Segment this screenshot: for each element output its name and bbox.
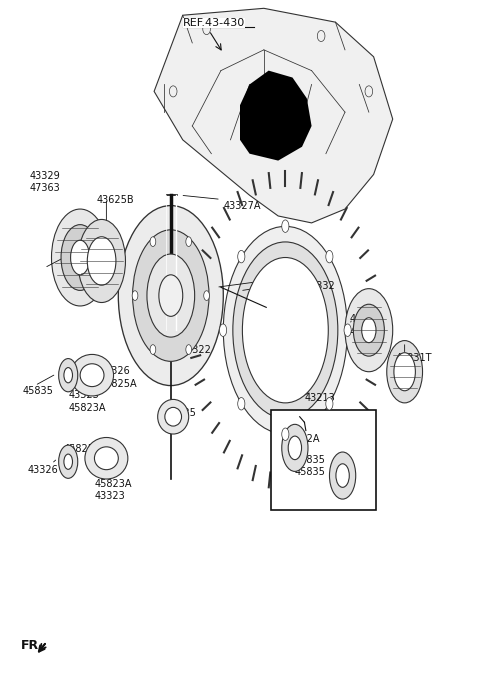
Ellipse shape: [95, 447, 118, 470]
Ellipse shape: [326, 398, 333, 410]
Text: 45823A
43323: 45823A 43323: [95, 479, 132, 501]
Text: 43326
45825A: 43326 45825A: [99, 366, 137, 389]
Ellipse shape: [87, 237, 116, 285]
Ellipse shape: [59, 445, 78, 478]
Ellipse shape: [157, 400, 189, 434]
Text: 45825A: 45825A: [63, 444, 101, 455]
Text: 45835: 45835: [23, 386, 54, 395]
Text: 43322: 43322: [180, 345, 211, 354]
Text: 45842A: 45842A: [283, 434, 321, 444]
Text: 43332: 43332: [304, 281, 335, 291]
Text: 45835: 45835: [166, 408, 197, 418]
Ellipse shape: [353, 304, 384, 356]
Ellipse shape: [64, 368, 72, 383]
Ellipse shape: [78, 220, 125, 302]
Polygon shape: [240, 71, 312, 161]
Ellipse shape: [71, 240, 90, 275]
Polygon shape: [154, 8, 393, 223]
Ellipse shape: [326, 250, 333, 263]
Ellipse shape: [238, 250, 245, 263]
Text: 45835
45835: 45835 45835: [295, 455, 326, 477]
Ellipse shape: [71, 354, 114, 396]
Ellipse shape: [282, 425, 308, 471]
Ellipse shape: [51, 209, 109, 306]
Text: 43326: 43326: [28, 465, 59, 475]
Ellipse shape: [186, 237, 192, 247]
Ellipse shape: [233, 242, 338, 418]
Ellipse shape: [344, 324, 351, 336]
Text: 43329
47363: 43329 47363: [350, 314, 381, 336]
Ellipse shape: [238, 398, 245, 410]
Text: FR.: FR.: [21, 639, 44, 652]
Text: 43328: 43328: [266, 281, 297, 291]
Ellipse shape: [336, 464, 349, 487]
Text: 43331T: 43331T: [395, 353, 432, 363]
Text: 43213: 43213: [304, 393, 335, 403]
Ellipse shape: [219, 324, 227, 336]
Ellipse shape: [288, 436, 301, 459]
Ellipse shape: [387, 341, 422, 403]
Ellipse shape: [362, 318, 376, 343]
Text: 43327A: 43327A: [223, 201, 261, 211]
Text: 43323
45823A: 43323 45823A: [68, 391, 106, 413]
Ellipse shape: [282, 220, 289, 232]
Ellipse shape: [159, 275, 183, 316]
Ellipse shape: [242, 258, 328, 403]
Ellipse shape: [394, 352, 415, 391]
Ellipse shape: [282, 428, 289, 441]
Text: REF.43-430: REF.43-430: [183, 17, 245, 28]
Ellipse shape: [61, 224, 99, 291]
Ellipse shape: [150, 237, 156, 247]
FancyArrowPatch shape: [40, 644, 46, 650]
Ellipse shape: [147, 254, 195, 337]
Ellipse shape: [150, 345, 156, 354]
Ellipse shape: [329, 452, 356, 499]
Ellipse shape: [345, 288, 393, 372]
Text: 43329
47363: 43329 47363: [30, 171, 61, 193]
Ellipse shape: [132, 230, 209, 361]
Ellipse shape: [223, 227, 348, 434]
Ellipse shape: [204, 291, 209, 300]
Ellipse shape: [59, 359, 78, 392]
Ellipse shape: [118, 206, 223, 386]
Text: 43625B: 43625B: [97, 195, 134, 205]
Ellipse shape: [80, 363, 104, 386]
Ellipse shape: [132, 291, 138, 300]
Ellipse shape: [165, 407, 181, 426]
Ellipse shape: [186, 345, 192, 354]
Bar: [271, 410, 376, 510]
Ellipse shape: [64, 454, 72, 469]
Ellipse shape: [85, 437, 128, 479]
